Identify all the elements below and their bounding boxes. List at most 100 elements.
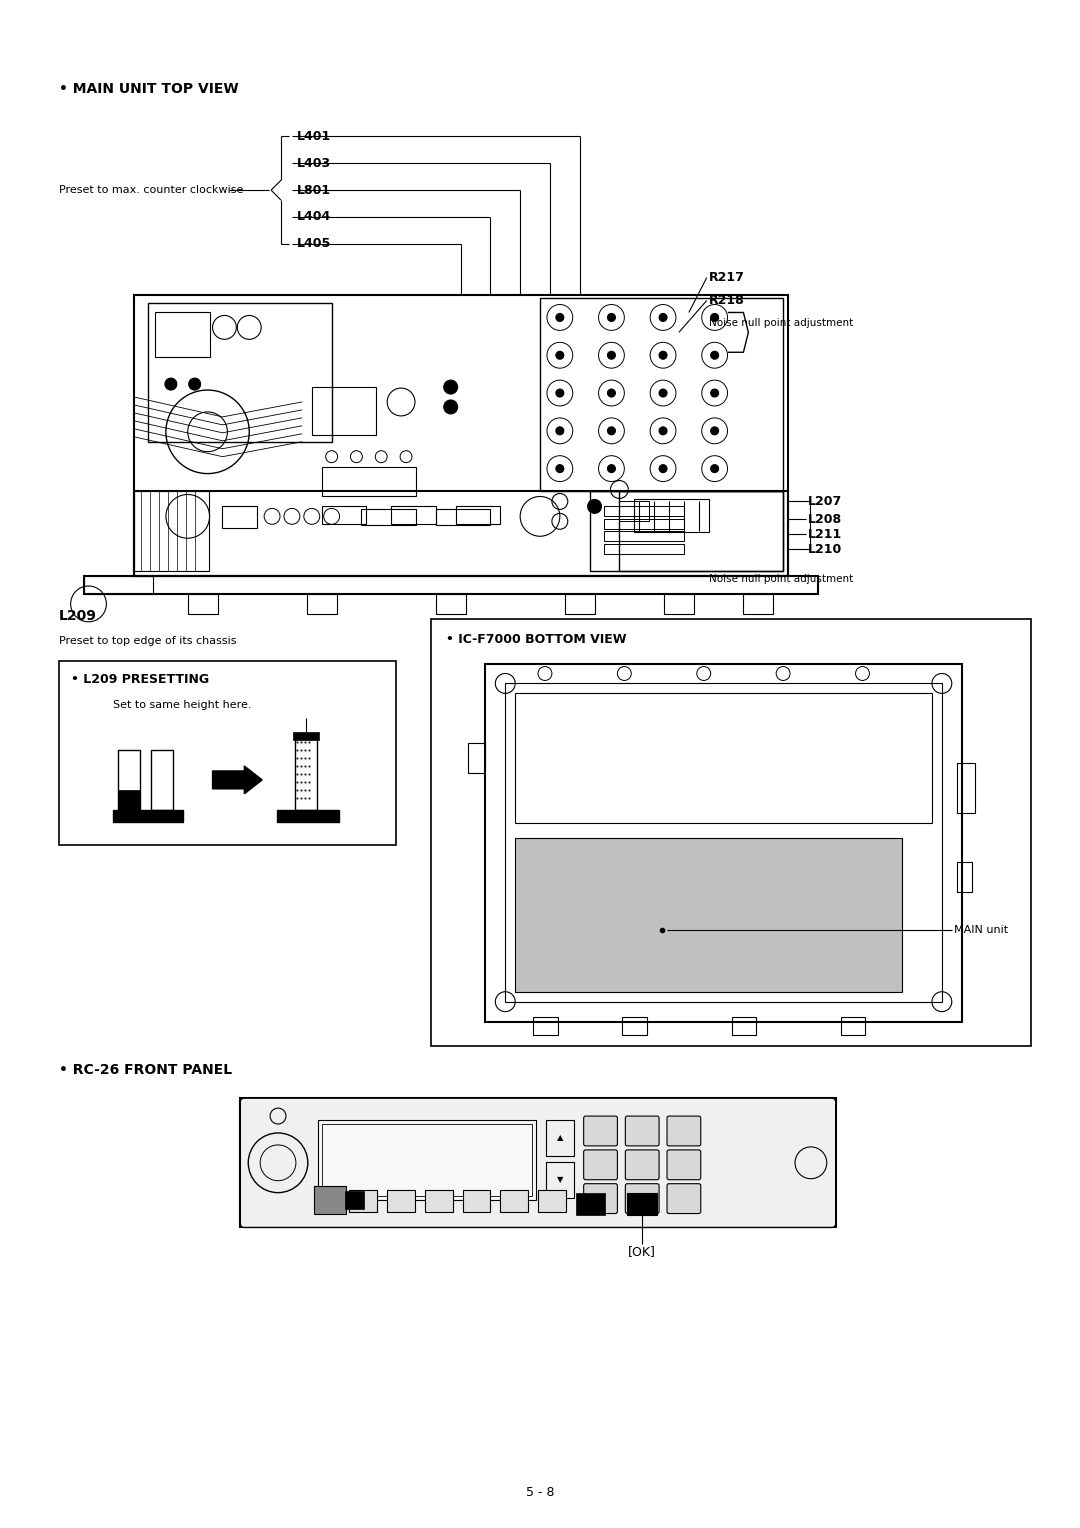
Bar bbox=[957, 862, 972, 892]
FancyArrow shape bbox=[213, 766, 262, 795]
Circle shape bbox=[444, 380, 458, 394]
Circle shape bbox=[556, 465, 564, 472]
Bar bbox=[664, 594, 693, 614]
Bar bbox=[156, 313, 210, 358]
Text: [OK]: [OK] bbox=[629, 1245, 657, 1259]
Text: • RC-26 FRONT PANEL: • RC-26 FRONT PANEL bbox=[58, 1063, 232, 1077]
Bar bbox=[431, 619, 1031, 1047]
FancyBboxPatch shape bbox=[667, 1184, 701, 1213]
Bar bbox=[605, 532, 684, 541]
Circle shape bbox=[607, 351, 616, 359]
Bar bbox=[620, 492, 783, 571]
Bar bbox=[148, 303, 332, 442]
Bar bbox=[576, 1193, 606, 1215]
Text: L208: L208 bbox=[808, 513, 842, 526]
Bar bbox=[134, 492, 788, 576]
Bar bbox=[534, 1016, 558, 1034]
Text: L405: L405 bbox=[297, 237, 332, 251]
Bar bbox=[151, 750, 173, 810]
Circle shape bbox=[189, 377, 201, 390]
FancyBboxPatch shape bbox=[583, 1151, 618, 1180]
Bar bbox=[293, 732, 319, 740]
Bar bbox=[322, 1125, 532, 1195]
Bar bbox=[546, 1161, 573, 1198]
Bar bbox=[840, 1016, 865, 1034]
Bar bbox=[622, 1016, 647, 1034]
Bar bbox=[424, 1190, 453, 1212]
Bar bbox=[83, 576, 818, 594]
Bar bbox=[436, 509, 490, 526]
Circle shape bbox=[607, 426, 616, 435]
Circle shape bbox=[659, 351, 667, 359]
FancyBboxPatch shape bbox=[583, 1184, 618, 1213]
FancyBboxPatch shape bbox=[625, 1151, 659, 1180]
Bar bbox=[500, 1190, 528, 1212]
Bar bbox=[134, 295, 788, 576]
Text: 5 - 8: 5 - 8 bbox=[526, 1487, 554, 1499]
Bar bbox=[388, 1190, 415, 1212]
Bar bbox=[634, 500, 708, 532]
Bar bbox=[134, 492, 788, 576]
Bar bbox=[391, 506, 436, 524]
Circle shape bbox=[165, 377, 177, 390]
Bar bbox=[485, 663, 961, 1022]
Text: L210: L210 bbox=[808, 542, 842, 556]
Bar bbox=[318, 1120, 536, 1199]
Bar bbox=[590, 492, 783, 571]
Circle shape bbox=[659, 390, 667, 397]
Text: Noise null point adjustment: Noise null point adjustment bbox=[708, 575, 853, 584]
Circle shape bbox=[607, 390, 616, 397]
Circle shape bbox=[659, 313, 667, 321]
Circle shape bbox=[659, 465, 667, 472]
Text: Preset to top edge of its chassis: Preset to top edge of its chassis bbox=[58, 636, 237, 646]
Bar bbox=[546, 1120, 573, 1155]
Bar bbox=[314, 1186, 346, 1213]
Text: Noise null point adjustment: Noise null point adjustment bbox=[708, 318, 853, 329]
Bar bbox=[605, 506, 684, 516]
Text: L401: L401 bbox=[297, 130, 332, 144]
FancyBboxPatch shape bbox=[625, 1184, 659, 1213]
Bar bbox=[295, 735, 316, 810]
Bar bbox=[565, 594, 595, 614]
Text: Set to same height here.: Set to same height here. bbox=[113, 700, 252, 711]
Text: L403: L403 bbox=[297, 157, 330, 170]
Text: L801: L801 bbox=[297, 183, 330, 197]
Bar bbox=[134, 492, 208, 571]
Bar bbox=[83, 576, 153, 594]
Bar bbox=[436, 594, 465, 614]
Bar bbox=[241, 1099, 836, 1227]
Bar bbox=[222, 506, 257, 529]
Circle shape bbox=[607, 465, 616, 472]
Bar bbox=[605, 544, 684, 555]
Text: • L209 PRESETTING: • L209 PRESETTING bbox=[70, 672, 208, 686]
Circle shape bbox=[444, 400, 458, 414]
Bar bbox=[731, 1016, 756, 1034]
Circle shape bbox=[607, 313, 616, 321]
Text: L207: L207 bbox=[808, 495, 842, 507]
FancyBboxPatch shape bbox=[667, 1151, 701, 1180]
Circle shape bbox=[556, 313, 564, 321]
FancyBboxPatch shape bbox=[241, 1099, 836, 1227]
Bar bbox=[462, 1190, 490, 1212]
Circle shape bbox=[556, 426, 564, 435]
FancyBboxPatch shape bbox=[667, 1115, 701, 1146]
Bar bbox=[538, 1190, 566, 1212]
Bar bbox=[362, 509, 416, 526]
Text: Preset to max. counter clockwise: Preset to max. counter clockwise bbox=[58, 185, 243, 196]
Circle shape bbox=[588, 500, 602, 513]
Bar bbox=[957, 762, 974, 813]
Bar bbox=[119, 790, 140, 810]
FancyBboxPatch shape bbox=[625, 1115, 659, 1146]
Text: • IC-F7000 BOTTOM VIEW: • IC-F7000 BOTTOM VIEW bbox=[446, 633, 626, 646]
Bar bbox=[627, 1193, 657, 1215]
Text: R218: R218 bbox=[708, 293, 744, 307]
Text: R217: R217 bbox=[708, 270, 744, 284]
Text: ▲: ▲ bbox=[556, 1134, 563, 1143]
Circle shape bbox=[711, 313, 718, 321]
Bar bbox=[278, 810, 338, 822]
Bar bbox=[468, 743, 485, 773]
Bar bbox=[350, 1190, 377, 1212]
Circle shape bbox=[711, 426, 718, 435]
Circle shape bbox=[659, 426, 667, 435]
Bar bbox=[515, 837, 902, 992]
